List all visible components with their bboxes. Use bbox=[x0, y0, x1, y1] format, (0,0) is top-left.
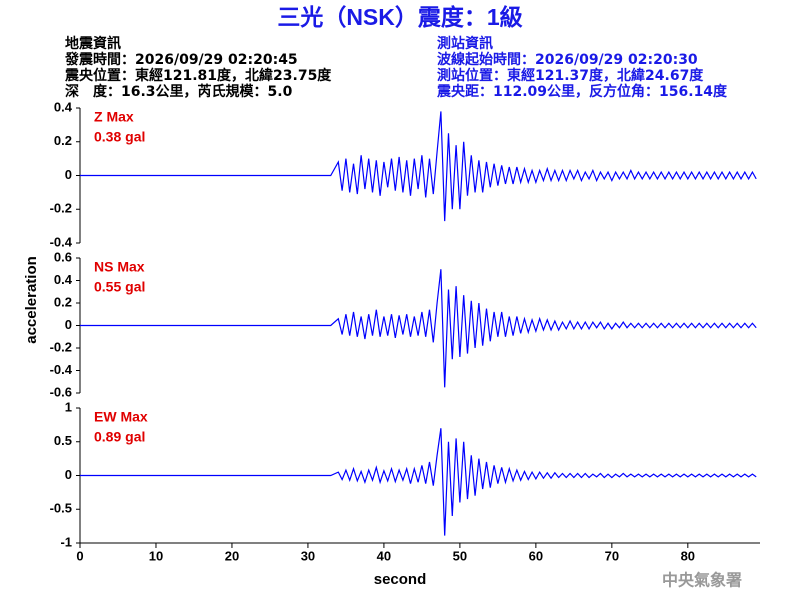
x-tick-label: 60 bbox=[529, 548, 543, 563]
y-tick-label: 0.2 bbox=[54, 133, 72, 148]
annotation: 0.55 gal bbox=[94, 279, 145, 295]
info-left: 震央位置：東經121.81度，北緯23.75度 bbox=[64, 67, 332, 84]
y-tick-label: -0.4 bbox=[50, 362, 73, 377]
y-tick-label: 0 bbox=[65, 467, 72, 482]
annotation: 0.38 gal bbox=[94, 129, 145, 145]
y-axis-label: acceleration bbox=[23, 256, 40, 344]
x-tick-label: 80 bbox=[681, 548, 695, 563]
annotation: NS Max bbox=[94, 259, 145, 275]
y-tick-label: -1 bbox=[60, 534, 72, 549]
footer-agency: 中央氣象署 bbox=[662, 571, 742, 590]
x-tick-label: 30 bbox=[301, 548, 315, 563]
annotation: EW Max bbox=[94, 409, 148, 425]
y-tick-label: 0.5 bbox=[54, 433, 72, 448]
y-tick-label: 0.4 bbox=[54, 272, 73, 287]
y-tick-label: -0.2 bbox=[50, 201, 72, 216]
info-right: 測站位置：東經121.37度，北緯24.67度 bbox=[437, 67, 704, 84]
x-tick-label: 10 bbox=[149, 548, 163, 563]
y-tick-label: -0.5 bbox=[50, 501, 72, 516]
info-left: 深 度：16.3公里，芮氏規模：5.0 bbox=[65, 83, 293, 100]
y-tick-label: 0.2 bbox=[54, 294, 72, 309]
x-tick-label: 0 bbox=[76, 548, 83, 563]
annotation: Z Max bbox=[94, 109, 134, 125]
x-tick-label: 40 bbox=[377, 548, 391, 563]
title: 三光（NSK）震度：1級 bbox=[277, 4, 522, 30]
x-tick-label: 70 bbox=[605, 548, 619, 563]
x-tick-label: 20 bbox=[225, 548, 239, 563]
x-tick-label: 50 bbox=[453, 548, 467, 563]
info-right: 測站資訊 bbox=[437, 35, 493, 52]
info-right: 震央距：112.09公里，反方位角：156.14度 bbox=[436, 83, 728, 100]
info-left: 發震時間：2026/09/29 02:20:45 bbox=[64, 51, 298, 68]
info-right: 波線起始時間：2026/09/29 02:20:30 bbox=[437, 51, 698, 68]
waveform bbox=[80, 269, 757, 388]
y-tick-label: -0.6 bbox=[50, 384, 72, 399]
waveform bbox=[80, 428, 757, 536]
x-axis-label: second bbox=[374, 571, 427, 588]
y-tick-label: 0.4 bbox=[54, 99, 73, 114]
y-tick-label: 0 bbox=[65, 167, 72, 182]
annotation: 0.89 gal bbox=[94, 429, 145, 445]
y-tick-label: 0 bbox=[65, 317, 72, 332]
info-left: 地震資訊 bbox=[65, 35, 121, 52]
y-tick-label: 1 bbox=[65, 399, 72, 414]
y-tick-label: 0.6 bbox=[54, 249, 72, 264]
y-tick-label: -0.4 bbox=[50, 234, 73, 249]
waveform bbox=[80, 111, 757, 222]
y-tick-label: -0.2 bbox=[50, 339, 72, 354]
